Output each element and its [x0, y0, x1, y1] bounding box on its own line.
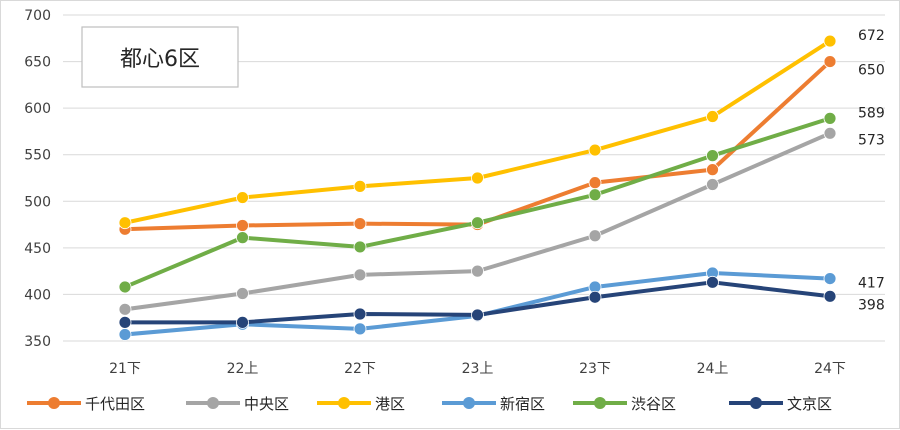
legend-label: 文京区 — [787, 395, 832, 413]
end-data-label: 573 — [858, 132, 885, 148]
x-tick-label: 23上 — [462, 361, 494, 377]
data-point — [823, 34, 837, 48]
legend-label: 港区 — [375, 395, 405, 413]
legend-item: 文京区 — [729, 395, 832, 413]
data-point — [823, 111, 837, 125]
data-point — [471, 264, 484, 278]
data-point — [706, 163, 719, 177]
legend-marker — [338, 397, 350, 409]
x-tick-label: 24下 — [814, 361, 846, 377]
series-lines — [118, 34, 837, 341]
data-point — [588, 188, 602, 202]
series-2 — [118, 126, 837, 316]
y-tick-label: 600 — [24, 101, 51, 117]
x-tick-label: 22下 — [344, 361, 376, 377]
data-point — [471, 171, 484, 185]
data-point — [706, 110, 719, 123]
end-data-label: 398 — [858, 297, 885, 313]
chart-title: 都心6区 — [120, 47, 200, 72]
y-tick-label: 400 — [24, 287, 51, 303]
data-point — [588, 290, 602, 304]
data-point — [823, 126, 837, 140]
x-tick-label: 24上 — [697, 361, 729, 377]
end-data-label: 650 — [858, 63, 885, 79]
data-point — [706, 178, 719, 191]
legend-marker — [594, 397, 606, 409]
legend-marker — [207, 397, 219, 409]
data-point — [823, 272, 837, 285]
data-point — [823, 289, 837, 303]
legend: 千代田区 中央区 港区 新宿区 渋谷区 文京区 — [27, 395, 832, 413]
y-tick-label: 550 — [24, 148, 51, 164]
data-point — [588, 143, 602, 157]
legend-label: 千代田区 — [85, 395, 145, 413]
x-tick-label: 22上 — [227, 361, 259, 377]
chart-title-box: 都心6区 — [81, 26, 239, 88]
x-tick-label: 23下 — [579, 361, 611, 377]
series-4 — [118, 266, 837, 341]
end-data-label: 417 — [858, 276, 885, 292]
data-point — [588, 229, 602, 243]
y-tick-label: 700 — [24, 8, 51, 24]
x-tick-label: 21下 — [109, 361, 141, 377]
data-point — [118, 280, 132, 294]
series-5 — [118, 111, 837, 294]
legend-label: 中央区 — [244, 395, 289, 413]
series-6 — [118, 275, 837, 329]
data-point — [353, 179, 367, 193]
data-point — [236, 219, 249, 232]
end-data-label: 589 — [858, 105, 885, 121]
data-point — [706, 275, 719, 289]
legend-item: 渋谷区 — [573, 395, 676, 413]
end-labels: 650 573 672 417 589 398 — [858, 28, 885, 313]
y-tick-label: 350 — [24, 334, 51, 350]
data-point — [353, 268, 367, 282]
legend-marker — [463, 397, 475, 409]
data-point — [236, 315, 249, 329]
x-axis-ticks: 21下 22上 22下 23上 23下 24上 24下 — [109, 361, 846, 377]
end-data-label: 672 — [858, 28, 885, 44]
data-point — [471, 308, 484, 322]
legend-item: 新宿区 — [442, 395, 545, 413]
data-point — [471, 216, 484, 230]
data-point — [118, 302, 132, 316]
series-line — [123, 116, 832, 289]
data-point — [353, 307, 367, 321]
legend-marker — [750, 397, 762, 409]
legend-label: 渋谷区 — [631, 395, 676, 413]
data-point — [118, 315, 132, 329]
data-point — [823, 55, 837, 68]
data-point — [353, 322, 367, 336]
data-point — [353, 217, 367, 231]
data-point — [353, 240, 367, 254]
legend-item: 港区 — [317, 395, 405, 413]
legend-item: 中央区 — [186, 395, 289, 413]
data-point — [588, 176, 602, 190]
data-point — [236, 231, 249, 245]
series-3 — [118, 34, 837, 230]
y-tick-label: 450 — [24, 241, 51, 257]
y-tick-label: 500 — [24, 194, 51, 210]
legend-item: 千代田区 — [27, 395, 145, 413]
y-axis-ticks: 350 400 450 500 550 600 650 700 — [24, 8, 51, 350]
data-point — [118, 216, 132, 230]
data-point — [706, 149, 719, 163]
data-point — [118, 328, 132, 341]
legend-marker — [48, 397, 60, 409]
y-tick-label: 650 — [24, 55, 51, 71]
data-point — [236, 191, 249, 204]
legend-label: 新宿区 — [500, 395, 545, 413]
data-point — [236, 287, 249, 300]
